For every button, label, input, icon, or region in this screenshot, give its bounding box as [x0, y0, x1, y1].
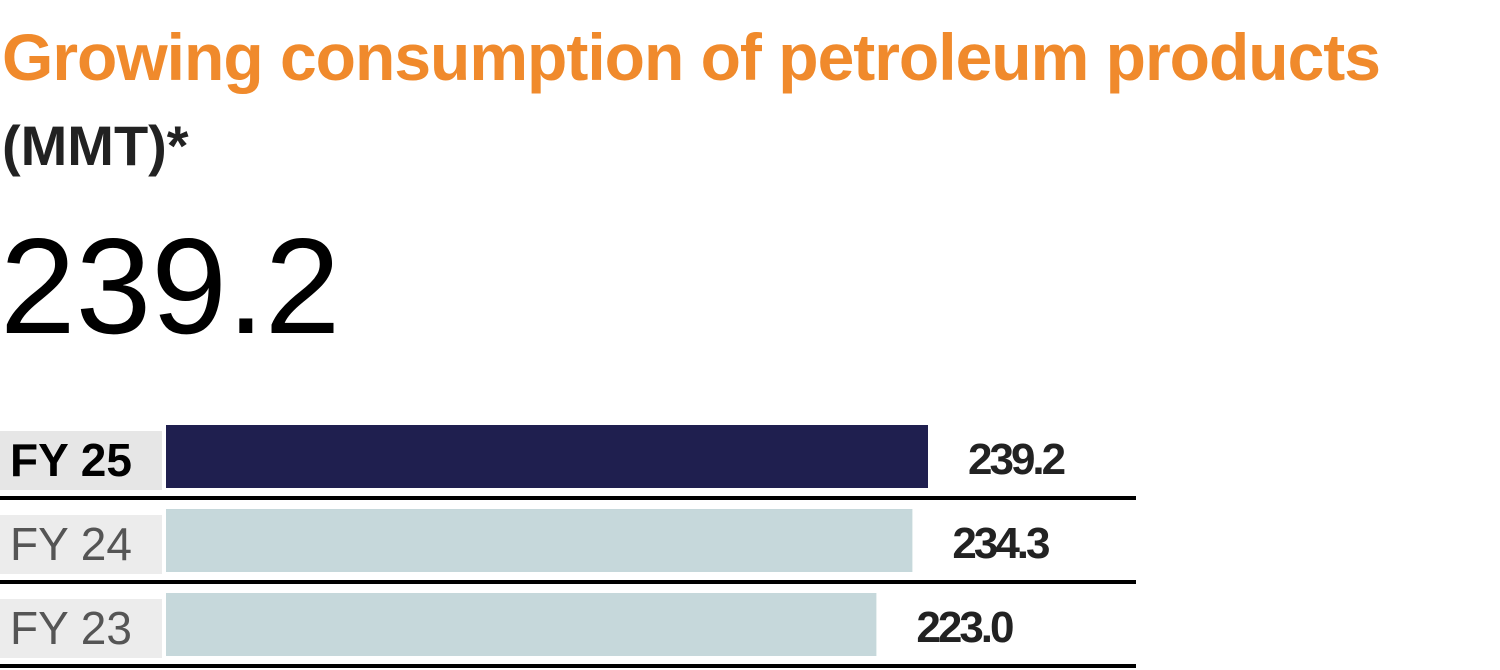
chart-unit: (MMT)*: [2, 114, 189, 177]
value-label: 234.3: [952, 519, 1049, 568]
headline-value: 239.2: [0, 210, 341, 362]
category-label-bg: [0, 515, 162, 574]
category-label: FY 25: [10, 434, 132, 486]
category-label-bg: [0, 431, 162, 490]
bar-fy-25: [166, 425, 928, 488]
category-label: FY 24: [10, 518, 132, 570]
category-label-bg: [0, 599, 162, 658]
value-label: 239.2: [968, 435, 1065, 484]
category-label: FY 23: [10, 602, 132, 654]
value-label: 223.0: [916, 603, 1013, 652]
bar-fy-24: [166, 509, 913, 572]
chart-title: Growing consumption of petroleum product…: [2, 20, 1381, 94]
bar-fy-23: [166, 593, 877, 656]
